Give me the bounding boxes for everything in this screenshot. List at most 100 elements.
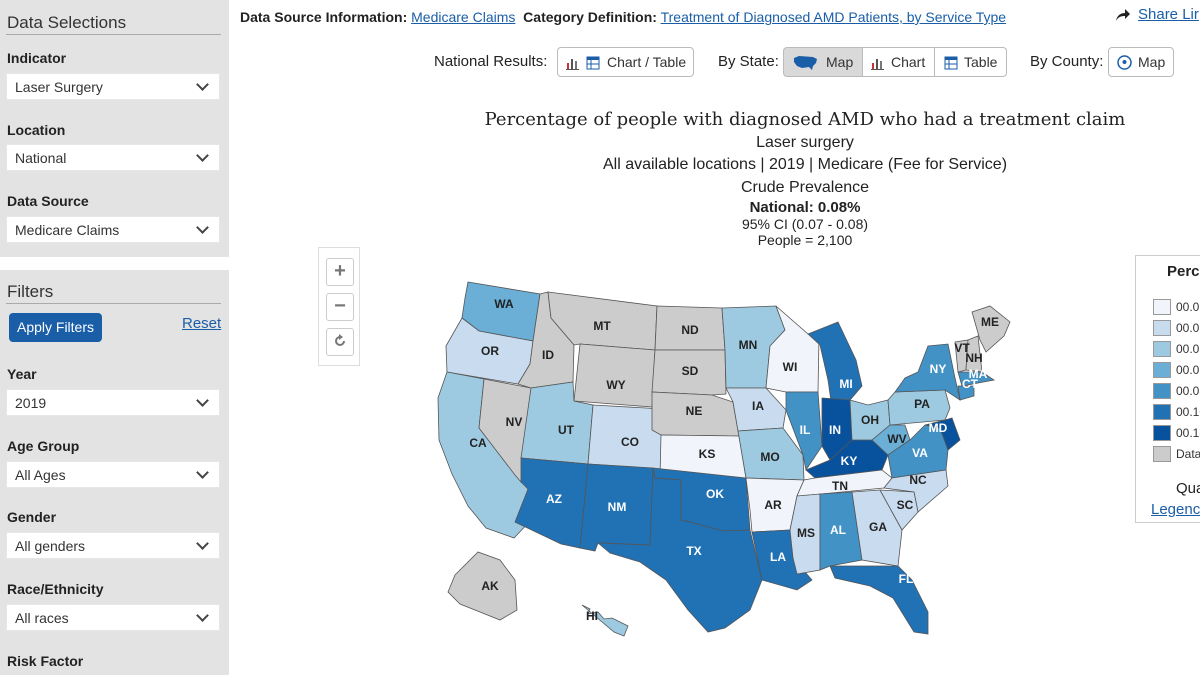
state-label-wv: WV	[887, 432, 906, 446]
data-selections-panel: Data Selections Indicator Laser Surgery …	[0, 0, 229, 257]
state-table-button[interactable]: Table	[934, 47, 1007, 77]
state-ma[interactable]	[957, 371, 996, 387]
state-ny[interactable]	[894, 343, 961, 401]
state-ak[interactable]	[447, 551, 518, 621]
source-link[interactable]: Medicare Claims	[411, 9, 516, 25]
state-map-button[interactable]: Map	[783, 47, 863, 77]
race-select[interactable]: All races	[6, 604, 220, 631]
county-map-button[interactable]: Map	[1108, 47, 1174, 77]
location-select[interactable]: National	[6, 144, 220, 171]
age-group-select[interactable]: All Ages	[6, 461, 220, 488]
state-chart-button[interactable]: Chart	[862, 47, 935, 77]
chart-context: All available locations | 2019 | Medicar…	[602, 156, 1008, 173]
state-ga[interactable]	[851, 489, 903, 567]
state-label-ms: MS	[797, 526, 815, 540]
zoom-in-button[interactable]: +	[326, 258, 354, 286]
state-label-wa: WA	[494, 297, 514, 311]
national-results-label: National Results:	[434, 53, 548, 70]
chevron-down-icon	[196, 221, 209, 234]
state-wv[interactable]	[871, 424, 911, 456]
state-label-tx: TX	[686, 544, 701, 558]
legend-title: Perce	[1167, 263, 1200, 280]
legend-swatch	[1153, 362, 1171, 378]
data-source-info: Data Source Information: Medicare Claims…	[240, 9, 1006, 25]
state-label-wy: WY	[606, 378, 625, 392]
state-label-me: ME	[981, 315, 999, 329]
state-sd[interactable]	[651, 349, 727, 396]
state-label-in: IN	[829, 423, 841, 437]
state-label-id: ID	[542, 348, 554, 362]
legend-swatch	[1153, 425, 1171, 441]
table-icon	[586, 56, 600, 70]
state-label-oh: OH	[861, 413, 879, 427]
state-label-ga: GA	[869, 520, 887, 534]
legend-swatch	[1153, 341, 1171, 357]
state-nv[interactable]	[478, 378, 532, 483]
state-label-ia: IA	[752, 399, 764, 413]
state-map-label: Map	[826, 54, 854, 70]
category-link[interactable]: Treatment of Diagnosed AMD Patients, by …	[660, 9, 1007, 25]
state-label-ut: UT	[558, 423, 575, 437]
reset-zoom-button[interactable]	[326, 328, 354, 356]
reset-link[interactable]: Reset	[182, 315, 222, 332]
table-icon	[944, 56, 958, 70]
state-al[interactable]	[819, 491, 863, 571]
by-county-label: By County:	[1030, 53, 1104, 70]
state-label-ar: AR	[764, 498, 782, 512]
state-label-ok: OK	[706, 487, 724, 501]
chevron-down-icon	[196, 609, 209, 622]
legend-link[interactable]: Legenc	[1151, 501, 1200, 518]
state-ct[interactable]	[957, 385, 975, 401]
state-sc[interactable]	[879, 489, 919, 531]
state-wy[interactable]	[573, 343, 656, 408]
risk-factor-label: Risk Factor	[7, 653, 84, 669]
people-count: People = 2,100	[757, 232, 853, 248]
state-label-al: AL	[830, 523, 846, 537]
national-chart-table-button[interactable]: Chart / Table	[557, 47, 694, 77]
state-label-ca: CA	[469, 436, 487, 450]
sidebar: Data Selections Indicator Laser Surgery …	[0, 0, 230, 675]
state-mo[interactable]	[737, 427, 805, 481]
state-label-az: AZ	[546, 492, 562, 506]
race-value: All races	[15, 610, 69, 626]
national-value: National: 0.08%	[749, 199, 861, 216]
state-label-ma: MA	[969, 367, 988, 381]
state-label-mn: MN	[739, 338, 758, 352]
state-md[interactable]	[924, 417, 961, 451]
bar-chart-icon	[871, 59, 884, 70]
state-tx[interactable]	[596, 467, 763, 633]
year-select[interactable]: 2019	[6, 389, 220, 416]
state-label-nv: NV	[506, 415, 523, 429]
zoom-out-button[interactable]: −	[326, 293, 354, 321]
legend-label: 00.08	[1176, 384, 1200, 398]
state-me[interactable]	[971, 305, 1011, 353]
chart-subtitle: Laser surgery	[756, 134, 854, 151]
state-fl[interactable]	[829, 565, 929, 635]
gender-select[interactable]: All genders	[6, 532, 220, 559]
apply-filters-button[interactable]: Apply Filters	[9, 313, 102, 342]
state-label-nc: NC	[909, 473, 927, 487]
legend-label: 00.03	[1176, 321, 1200, 335]
prevalence-type: Crude Prevalence	[740, 179, 870, 196]
refresh-icon	[335, 334, 345, 346]
indicator-select[interactable]: Laser Surgery	[6, 73, 220, 100]
share-icon[interactable]	[1115, 8, 1131, 22]
state-label-hi: HI	[586, 609, 598, 623]
gender-value: All genders	[15, 538, 86, 554]
chevron-down-icon	[196, 466, 209, 479]
share-link[interactable]: Share Lir	[1138, 6, 1199, 23]
source-label: Data Source Information:	[240, 9, 408, 25]
state-label-wi: WI	[783, 360, 798, 374]
state-label-sd: SD	[682, 364, 699, 378]
state-hi[interactable]	[581, 604, 629, 637]
us-map-icon	[794, 56, 817, 70]
state-label-or: OR	[481, 344, 499, 358]
data-source-select[interactable]: Medicare Claims	[6, 216, 220, 243]
legend-label: 00.13	[1176, 426, 1200, 440]
state-label-ky: KY	[841, 454, 858, 468]
age-group-label: Age Group	[7, 438, 80, 454]
state-label-mi: MI	[839, 377, 852, 391]
state-label-ne: NE	[686, 404, 703, 418]
data-selections-title: Data Selections	[7, 13, 127, 32]
by-state-label: By State:	[718, 53, 779, 70]
